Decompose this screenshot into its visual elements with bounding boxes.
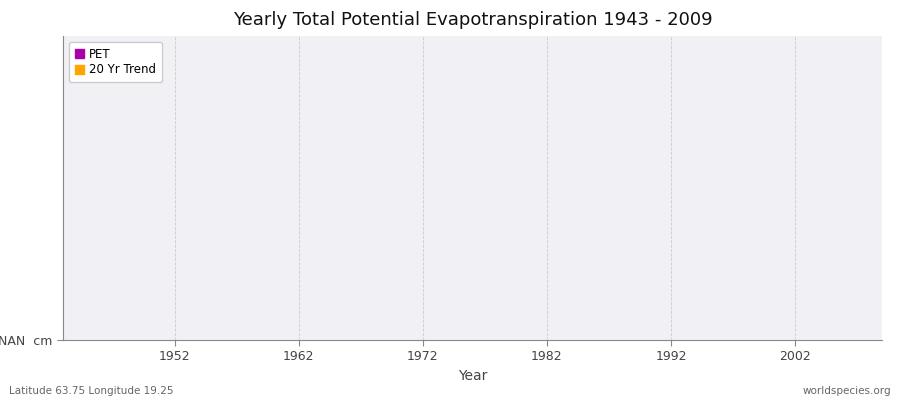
Text: Latitude 63.75 Longitude 19.25: Latitude 63.75 Longitude 19.25 <box>9 386 174 396</box>
Legend: PET, 20 Yr Trend: PET, 20 Yr Trend <box>69 42 162 82</box>
X-axis label: Year: Year <box>458 369 487 383</box>
Text: worldspecies.org: worldspecies.org <box>803 386 891 396</box>
Title: Yearly Total Potential Evapotranspiration 1943 - 2009: Yearly Total Potential Evapotranspiratio… <box>233 11 712 29</box>
